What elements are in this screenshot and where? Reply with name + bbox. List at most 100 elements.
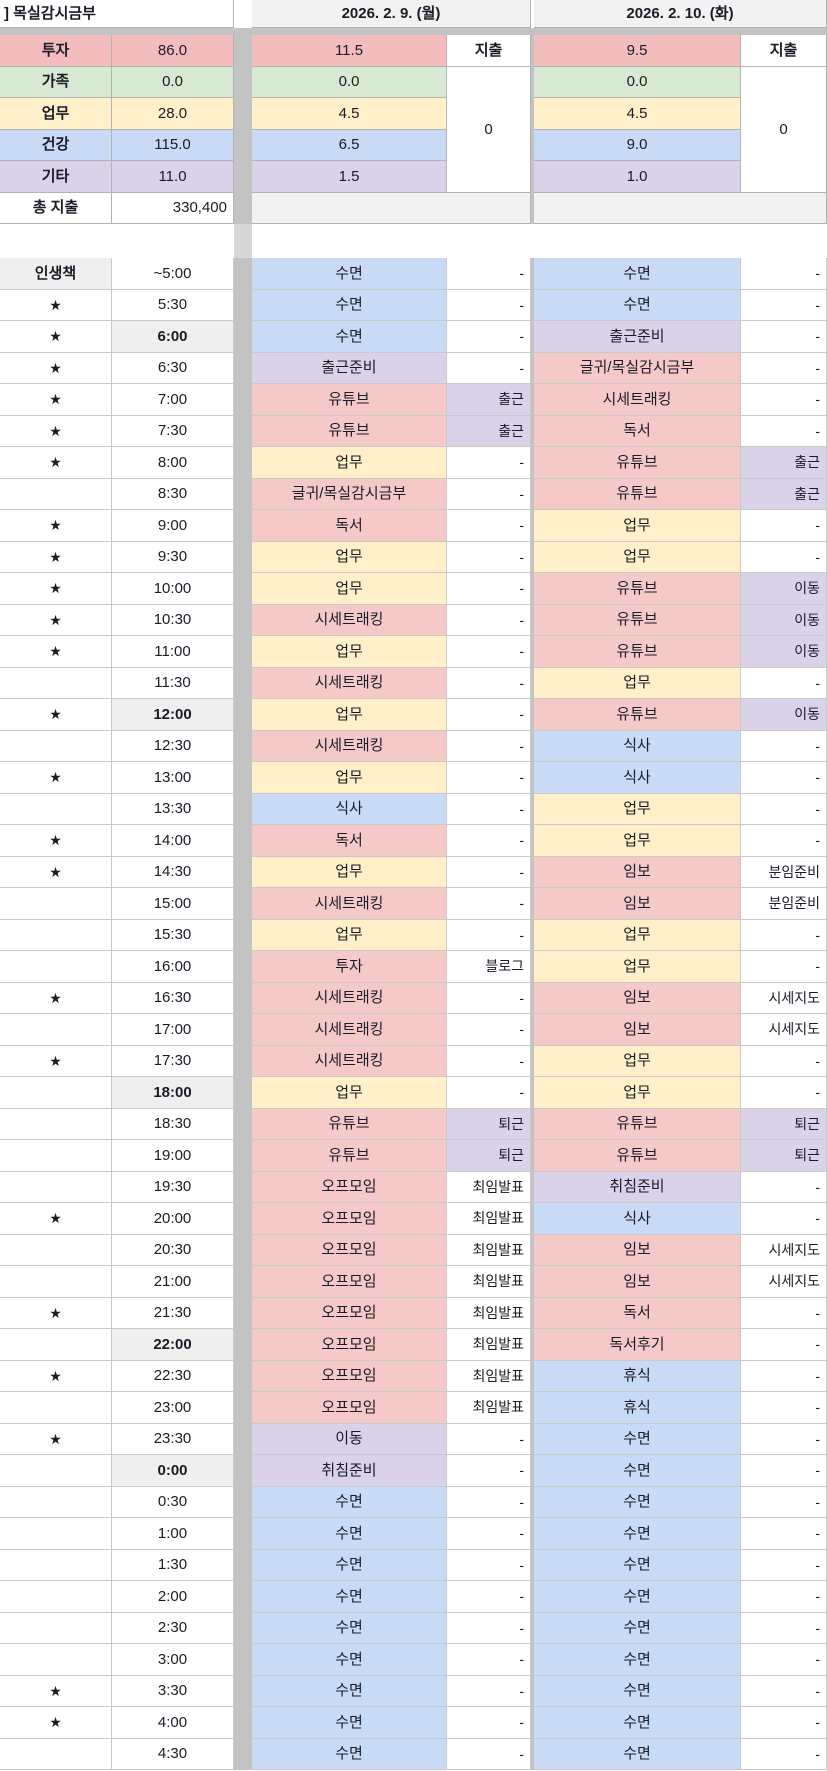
time-cell[interactable]: 15:30	[112, 919, 234, 951]
time-cell[interactable]: 19:30	[112, 1171, 234, 1203]
star-cell[interactable]: ★	[0, 321, 112, 353]
day2-note[interactable]: -	[741, 762, 827, 794]
day1-activity[interactable]: 오프모임	[252, 1203, 447, 1235]
day2-note[interactable]: 퇴근	[741, 1108, 827, 1140]
day1-expense-total[interactable]: 0	[447, 66, 531, 193]
day1-note[interactable]: -	[447, 1549, 531, 1581]
star-cell[interactable]: ★	[0, 1707, 112, 1739]
time-cell[interactable]: 23:00	[112, 1392, 234, 1424]
day2-activity[interactable]: 업무	[534, 919, 741, 951]
star-cell[interactable]: ★	[0, 856, 112, 888]
day2-activity[interactable]: 수면	[534, 1675, 741, 1707]
day2-activity[interactable]: 식사	[534, 1203, 741, 1235]
day1-category-hours[interactable]: 1.5	[252, 161, 447, 193]
day2-activity[interactable]: 수면	[534, 1707, 741, 1739]
day1-activity[interactable]: 시세트래킹	[252, 982, 447, 1014]
day1-category-hours[interactable]: 4.5	[252, 98, 447, 130]
day2-activity[interactable]: 글귀/목실감시금부	[534, 352, 741, 384]
day2-expense-header[interactable]: 지출	[741, 35, 827, 67]
day1-activity[interactable]: 업무	[252, 636, 447, 668]
day2-note[interactable]: -	[741, 415, 827, 447]
star-cell[interactable]: ★	[0, 352, 112, 384]
day1-activity[interactable]: 취침준비	[252, 1455, 447, 1487]
day1-note[interactable]: -	[447, 919, 531, 951]
day1-note[interactable]: -	[447, 1675, 531, 1707]
star-cell[interactable]: ★	[0, 1297, 112, 1329]
star-cell[interactable]	[0, 1644, 112, 1676]
day2-activity[interactable]: 업무	[534, 1077, 741, 1109]
day1-activity[interactable]: 유튜브	[252, 1140, 447, 1172]
star-cell[interactable]	[0, 1140, 112, 1172]
day2-activity[interactable]: 업무	[534, 825, 741, 857]
day2-activity[interactable]: 독서후기	[534, 1329, 741, 1361]
day2-activity[interactable]: 수면	[534, 1581, 741, 1613]
day2-date-header[interactable]: 2026. 2. 10. (화)	[534, 0, 827, 28]
day1-note[interactable]: -	[447, 636, 531, 668]
day2-note[interactable]: -	[741, 541, 827, 573]
day2-activity[interactable]: 유튜브	[534, 604, 741, 636]
day1-note[interactable]: -	[447, 825, 531, 857]
day1-note[interactable]: 최임발표	[447, 1360, 531, 1392]
day2-category-hours[interactable]: 9.5	[534, 35, 741, 67]
time-cell[interactable]: 22:00	[112, 1329, 234, 1361]
time-cell[interactable]: 22:30	[112, 1360, 234, 1392]
time-cell[interactable]: 12:30	[112, 730, 234, 762]
time-cell[interactable]: 9:00	[112, 510, 234, 542]
day2-note[interactable]: -	[741, 1612, 827, 1644]
day1-note[interactable]: 최임발표	[447, 1297, 531, 1329]
day2-activity[interactable]: 업무	[534, 1045, 741, 1077]
day1-note[interactable]: 퇴근	[447, 1108, 531, 1140]
star-cell[interactable]: ★	[0, 1045, 112, 1077]
day1-activity[interactable]: 오프모임	[252, 1360, 447, 1392]
day2-category-hours[interactable]: 4.5	[534, 98, 741, 130]
star-cell[interactable]: ★	[0, 573, 112, 605]
day1-activity[interactable]: 업무	[252, 762, 447, 794]
day2-note[interactable]: -	[741, 1203, 827, 1235]
day1-activity[interactable]: 수면	[252, 258, 447, 290]
time-cell[interactable]: 18:30	[112, 1108, 234, 1140]
day2-activity[interactable]: 독서	[534, 1297, 741, 1329]
day2-note[interactable]: -	[741, 1707, 827, 1739]
day1-activity[interactable]: 유튜브	[252, 384, 447, 416]
time-cell[interactable]: 23:30	[112, 1423, 234, 1455]
day1-activity[interactable]: 업무	[252, 919, 447, 951]
day1-note[interactable]: -	[447, 1486, 531, 1518]
category-total[interactable]: 11.0	[112, 161, 234, 193]
day2-note[interactable]: -	[741, 1581, 827, 1613]
day2-activity[interactable]: 수면	[534, 258, 741, 290]
time-cell[interactable]: ~5:00	[112, 258, 234, 290]
star-cell[interactable]: ★	[0, 415, 112, 447]
star-cell[interactable]	[0, 1014, 112, 1046]
day1-activity[interactable]: 오프모임	[252, 1171, 447, 1203]
day2-note[interactable]: 시세지도	[741, 1234, 827, 1266]
day1-note[interactable]: -	[447, 1707, 531, 1739]
day2-activity[interactable]: 임보	[534, 856, 741, 888]
time-cell[interactable]: 6:30	[112, 352, 234, 384]
day1-activity[interactable]: 업무	[252, 699, 447, 731]
day1-activity[interactable]: 수면	[252, 1549, 447, 1581]
time-cell[interactable]: 10:00	[112, 573, 234, 605]
category-label[interactable]: 기타	[0, 161, 112, 193]
day1-note[interactable]: -	[447, 1518, 531, 1550]
time-cell[interactable]: 13:00	[112, 762, 234, 794]
time-cell[interactable]: 0:00	[112, 1455, 234, 1487]
day2-note[interactable]: -	[741, 510, 827, 542]
day1-expense-header[interactable]: 지출	[447, 35, 531, 67]
day1-activity[interactable]: 시세트래킹	[252, 604, 447, 636]
day1-activity[interactable]: 글귀/목실감시금부	[252, 478, 447, 510]
day1-activity[interactable]: 식사	[252, 793, 447, 825]
star-cell[interactable]	[0, 1549, 112, 1581]
day1-note[interactable]: -	[447, 730, 531, 762]
time-cell[interactable]: 16:30	[112, 982, 234, 1014]
category-total[interactable]: 115.0	[112, 129, 234, 161]
day1-activity[interactable]: 수면	[252, 1612, 447, 1644]
day2-note[interactable]: -	[741, 1077, 827, 1109]
day1-note[interactable]: -	[447, 762, 531, 794]
day1-activity[interactable]: 이동	[252, 1423, 447, 1455]
time-cell[interactable]: 14:00	[112, 825, 234, 857]
time-cell[interactable]: 16:00	[112, 951, 234, 983]
day2-activity[interactable]: 임보	[534, 1266, 741, 1298]
time-cell[interactable]: 1:00	[112, 1518, 234, 1550]
corner-label[interactable]: 인생책	[0, 258, 112, 290]
day1-activity[interactable]: 수면	[252, 321, 447, 353]
